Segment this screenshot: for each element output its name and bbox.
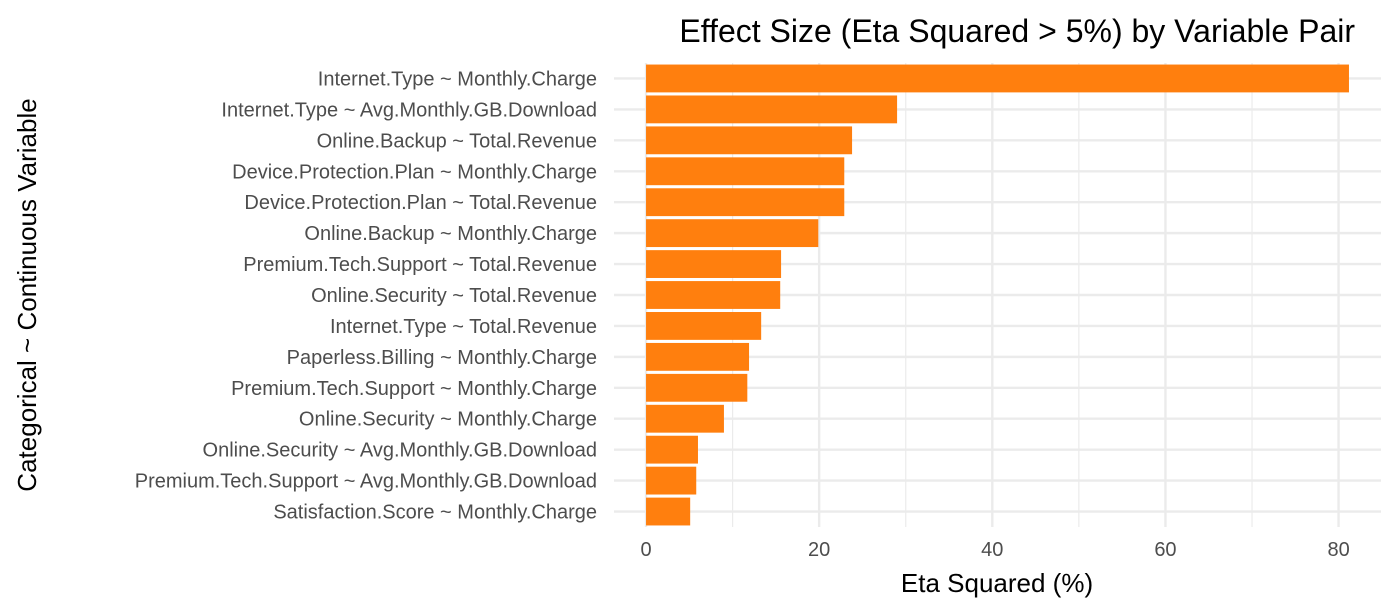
- x-tick-label: 80: [1327, 539, 1349, 561]
- bar: [646, 250, 782, 278]
- category-label: Satisfaction.Score ~ Monthly.Charge: [273, 502, 597, 524]
- y-axis-title: Categorical ~ Continuous Variable: [12, 98, 42, 491]
- bar: [646, 188, 845, 217]
- x-tick-labels: 0 20 40 60 80: [640, 539, 1349, 561]
- category-label: Online.Security ~ Monthly.Charge: [299, 409, 597, 431]
- category-label: Premium.Tech.Support ~ Total.Revenue: [243, 254, 597, 276]
- category-label: Online.Security ~ Total.Revenue: [311, 285, 597, 307]
- bar: [646, 64, 1349, 93]
- x-axis-title: Eta Squared (%): [901, 568, 1093, 598]
- bar: [646, 312, 762, 340]
- category-labels: Internet.Type ~ Monthly.Charge Internet.T…: [135, 68, 597, 523]
- bar: [646, 342, 750, 371]
- category-label: Premium.Tech.Support ~ Monthly.Charge: [231, 378, 597, 400]
- category-label: Internet.Type ~ Avg.Monthly.GB.Download: [221, 99, 597, 121]
- category-label: Online.Backup ~ Total.Revenue: [317, 130, 597, 152]
- bar: [646, 404, 724, 433]
- x-tick-label: 60: [1154, 539, 1176, 561]
- category-label: Online.Security ~ Avg.Monthly.GB.Downloa…: [203, 440, 597, 462]
- bar: [646, 95, 898, 124]
- bar: [646, 219, 819, 248]
- bars: [646, 64, 1349, 526]
- bar: [646, 373, 748, 402]
- x-tick-label: 0: [640, 539, 651, 561]
- category-label: Premium.Tech.Support ~ Avg.Monthly.GB.Do…: [135, 471, 597, 493]
- bar: [646, 466, 697, 495]
- category-label: Internet.Type ~ Total.Revenue: [330, 316, 597, 338]
- bar: [646, 157, 845, 186]
- bar: [646, 435, 698, 464]
- bar: [646, 126, 853, 155]
- chart-title: Effect Size (Eta Squared > 5%) by Variab…: [679, 13, 1355, 49]
- category-label: Online.Backup ~ Monthly.Charge: [304, 223, 597, 245]
- bar: [646, 497, 691, 526]
- bar: [646, 281, 781, 309]
- category-label: Device.Protection.Plan ~ Monthly.Charge: [232, 161, 597, 183]
- x-tick-label: 20: [808, 539, 830, 561]
- category-label: Paperless.Billing ~ Monthly.Charge: [287, 347, 597, 369]
- category-label: Device.Protection.Plan ~ Total.Revenue: [244, 192, 597, 214]
- category-label: Internet.Type ~ Monthly.Charge: [318, 68, 597, 90]
- x-tick-label: 40: [981, 539, 1003, 561]
